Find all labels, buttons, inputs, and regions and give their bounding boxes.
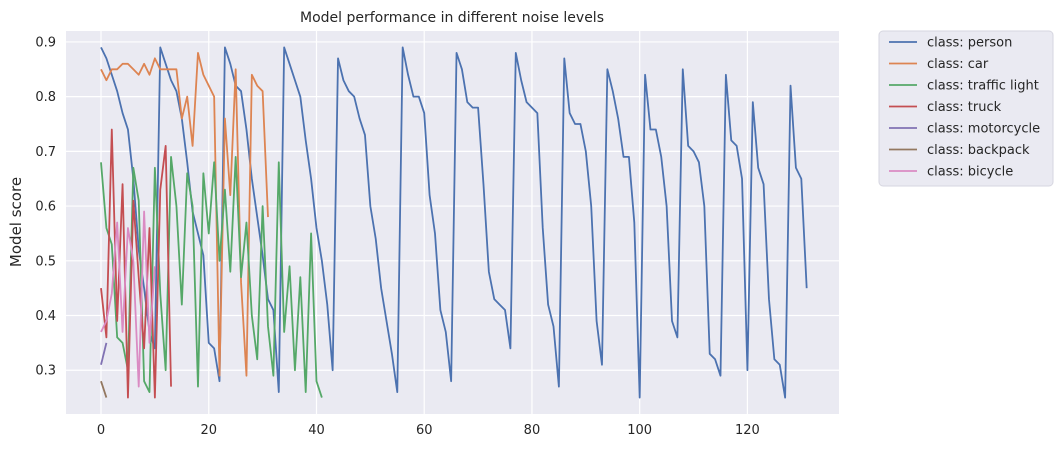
x-tick-label: 20 [200, 423, 217, 438]
y-axis-label: Model score [7, 177, 25, 267]
x-tick-label: 60 [416, 423, 433, 438]
chart-title: Model performance in different noise lev… [300, 10, 604, 26]
y-tick-label: 0.3 [35, 364, 56, 379]
y-tick-label: 0.7 [35, 145, 56, 160]
legend: class: person class: car class: traffic li… [878, 30, 1054, 187]
x-tick-label: 40 [308, 423, 325, 438]
y-tick-label: 0.4 [35, 309, 56, 324]
legend-entry-motorcycle: class: motorcycle [927, 122, 1040, 137]
legend-box [878, 30, 1054, 187]
series-layer [100, 46, 808, 399]
legend-entry-car: class: car [927, 57, 989, 72]
series-line-backpack [100, 380, 108, 398]
x-tick-label: 120 [735, 423, 760, 438]
legend-entry-truck: class: truck [927, 100, 1002, 115]
x-tick-label: 0 [97, 423, 105, 438]
x-tick-label: 100 [627, 423, 652, 438]
y-tick-label: 0.6 [35, 200, 56, 215]
legend-entry-person: class: person [927, 36, 1012, 51]
series-line-truck [100, 128, 172, 399]
x-tick-label: 80 [524, 423, 541, 438]
y-tick-label: 0.5 [35, 254, 56, 269]
series-line-traffic-light [100, 155, 323, 398]
legend-entry-backpack: class: backpack [927, 143, 1030, 158]
series-line-motorcycle [100, 342, 108, 365]
legend-entry-bicycle: class: bicycle [927, 165, 1013, 180]
tick-labels: 0 20 40 60 80 100 120 0.3 0.4 0.5 0.6 0.7 0.8 0.9 [35, 35, 760, 438]
y-tick-label: 0.9 [35, 35, 56, 50]
series-line-bicycle [100, 210, 156, 388]
y-tick-label: 0.8 [35, 90, 56, 105]
legend-entry-traffic-light: class: traffic light [927, 79, 1039, 94]
